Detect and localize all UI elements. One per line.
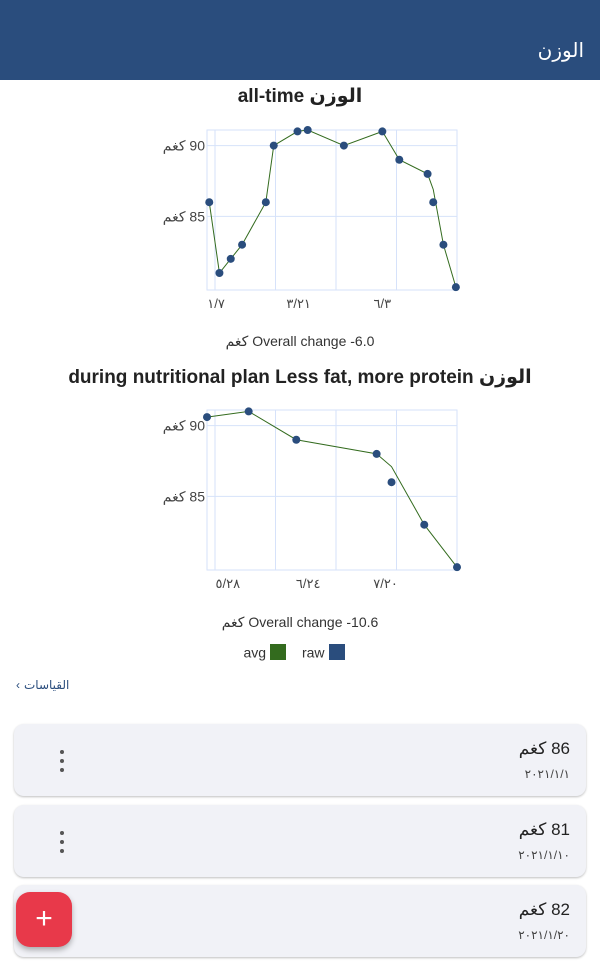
raw-data-point bbox=[226, 254, 235, 263]
chart-legend: avg raw bbox=[0, 643, 600, 661]
legend-avg-label: avg bbox=[243, 644, 267, 661]
plot-frame bbox=[206, 409, 458, 571]
entry-weight: 86 كغم bbox=[518, 739, 570, 758]
raw-data-point bbox=[293, 127, 302, 136]
y-tick-label: 85 كغم bbox=[163, 208, 205, 225]
x-tick-label: ٧/٢٠ bbox=[373, 576, 398, 591]
raw-data-point bbox=[215, 269, 224, 278]
list-item[interactable]: 81 كغم ٢٠٢١/١/١٠ bbox=[14, 805, 586, 877]
raw-data-point bbox=[205, 198, 214, 207]
plot-frame bbox=[206, 129, 458, 291]
entry-weight: 82 كغم bbox=[518, 900, 570, 919]
raw-data-point bbox=[453, 563, 461, 572]
chart-title-plan: الوزن during nutritional plan Less fat, … bbox=[68, 367, 532, 388]
legend-raw-swatch bbox=[328, 644, 345, 661]
entry-date: ٢٠٢١/١/١ bbox=[524, 767, 570, 781]
list-item[interactable]: 82 كغم ٢٠٢١/١/٢٠ bbox=[14, 885, 586, 957]
x-tick-label: ٣/٢١ bbox=[286, 296, 311, 311]
page-title: الوزن bbox=[537, 40, 584, 62]
weight-chart-plan: 85 كغم 90 كغم ٥/٢٨ ٦/٢٤ ٧/٢٠ bbox=[163, 407, 461, 591]
avg-series-line bbox=[206, 410, 458, 568]
y-tick-label: 90 كغم bbox=[163, 418, 205, 435]
x-tick-label: ٦/٢٤ bbox=[296, 576, 321, 591]
plus-icon: + bbox=[35, 902, 53, 935]
add-entry-button[interactable]: + bbox=[16, 892, 72, 947]
chevron-left-icon: ‹ bbox=[16, 678, 20, 692]
raw-data-point bbox=[238, 240, 247, 249]
more-vert-icon[interactable] bbox=[54, 831, 70, 853]
chart-title-all-time: الوزن all-time bbox=[237, 86, 363, 107]
raw-data-point bbox=[395, 155, 404, 164]
weight-chart-all-time: 85 كغم 90 كغم ١/٧ ٣/٢١ ٦/٣ bbox=[163, 126, 460, 311]
raw-data-point bbox=[429, 198, 438, 207]
raw-data-point bbox=[292, 435, 301, 444]
raw-data-point bbox=[451, 283, 460, 292]
app-bar: الوزن bbox=[0, 0, 600, 80]
raw-data-point bbox=[372, 449, 381, 458]
entry-weight: 81 كغم bbox=[518, 820, 570, 839]
entry-date: ٢٠٢١/١/٢٠ bbox=[518, 928, 570, 942]
x-tick-label: ١/٧ bbox=[207, 296, 225, 311]
legend-raw-label: raw bbox=[301, 644, 325, 661]
raw-data-point bbox=[339, 141, 348, 150]
entry-date: ٢٠٢١/١/١٠ bbox=[518, 848, 570, 862]
raw-data-point bbox=[439, 240, 448, 249]
raw-data-point bbox=[420, 520, 429, 529]
measurements-link-label: القياسات bbox=[24, 678, 70, 692]
x-tick-label: ٦/٣ bbox=[374, 296, 392, 311]
avg-series-line bbox=[208, 129, 457, 288]
overall-change-all-time: Overall change -6.0 كغم bbox=[225, 333, 375, 349]
x-tick-label: ٥/٢٨ bbox=[216, 576, 241, 591]
raw-data-point bbox=[378, 127, 387, 136]
raw-data-point bbox=[423, 169, 432, 178]
legend-avg-swatch bbox=[270, 644, 287, 661]
raw-data-point bbox=[303, 126, 312, 134]
raw-data-point bbox=[261, 198, 270, 207]
raw-data-point bbox=[244, 407, 253, 416]
more-vert-icon[interactable] bbox=[54, 750, 70, 772]
list-item[interactable]: 86 كغم ٢٠٢١/١/١ bbox=[14, 724, 586, 796]
y-tick-label: 90 كغم bbox=[163, 138, 205, 155]
y-tick-label: 85 كغم bbox=[163, 488, 205, 505]
measurements-link[interactable]: ‹ القياسات bbox=[16, 678, 69, 692]
raw-data-point bbox=[203, 413, 211, 422]
raw-data-point bbox=[387, 478, 396, 487]
raw-data-point bbox=[269, 141, 278, 150]
overall-change-plan: Overall change -10.6 كغم bbox=[221, 614, 379, 630]
